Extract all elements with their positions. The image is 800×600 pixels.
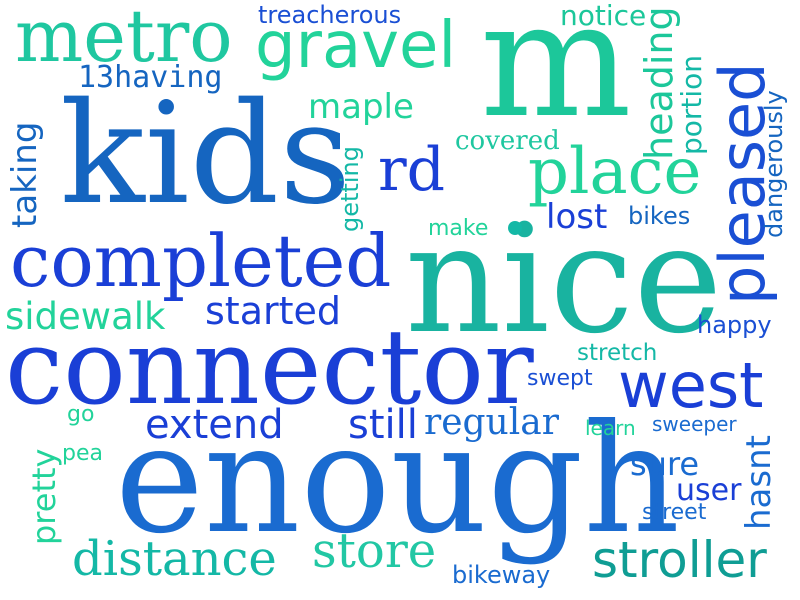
word-connector: connector — [5, 306, 534, 428]
word-hasnt: hasnt — [739, 435, 779, 530]
word-bikes: bikes — [628, 202, 691, 230]
word-maple: maple — [308, 87, 414, 127]
word-extend: extend — [145, 402, 284, 448]
word-sure: sure — [630, 445, 700, 483]
word-learn: learn — [585, 416, 636, 440]
word-sweeper: sweeper — [652, 412, 737, 436]
word-go: go — [67, 402, 95, 427]
word-rd: rd — [378, 135, 446, 205]
word-m: m — [480, 0, 632, 153]
word-bikeway: bikeway — [452, 561, 551, 589]
word-store: store — [312, 523, 437, 579]
word-heading: heading — [637, 6, 681, 160]
word-street: street — [642, 500, 707, 525]
word-make: make — [428, 216, 489, 241]
word-regular: regular — [424, 402, 559, 443]
word-nice: nice — [405, 193, 723, 367]
word-portion: portion — [675, 54, 708, 155]
word-west: west — [618, 349, 764, 422]
word-pretty: pretty — [25, 448, 63, 545]
word-stretch: stretch — [577, 340, 658, 366]
word-started: started — [205, 289, 342, 333]
word-notice: notice — [560, 0, 647, 32]
word-kids: kids — [60, 73, 352, 236]
word-treacherous: treacherous — [258, 1, 402, 29]
word-swept: swept — [527, 366, 593, 391]
dot-icon — [508, 221, 522, 235]
word-happy: happy — [697, 311, 772, 339]
word-enough: enough — [115, 393, 680, 567]
word-lost: lost — [546, 197, 608, 237]
word-taking: taking — [5, 121, 45, 228]
word-dangerously: dangerously — [760, 90, 788, 238]
word-metro: metro — [15, 0, 233, 78]
word-pea: pea — [62, 441, 103, 466]
word-distance: distance — [72, 531, 277, 587]
word-gravel: gravel — [255, 9, 457, 83]
word-completed: completed — [10, 219, 392, 303]
word-getting: getting — [336, 146, 364, 232]
word-covered: covered — [455, 126, 560, 156]
word-13having: 13having — [78, 60, 223, 95]
word-still: still — [348, 402, 418, 448]
word-place: place — [528, 135, 702, 209]
word-stroller: stroller — [592, 531, 767, 589]
word-sidewalk: sidewalk — [5, 295, 166, 338]
word-user: user — [676, 473, 742, 508]
